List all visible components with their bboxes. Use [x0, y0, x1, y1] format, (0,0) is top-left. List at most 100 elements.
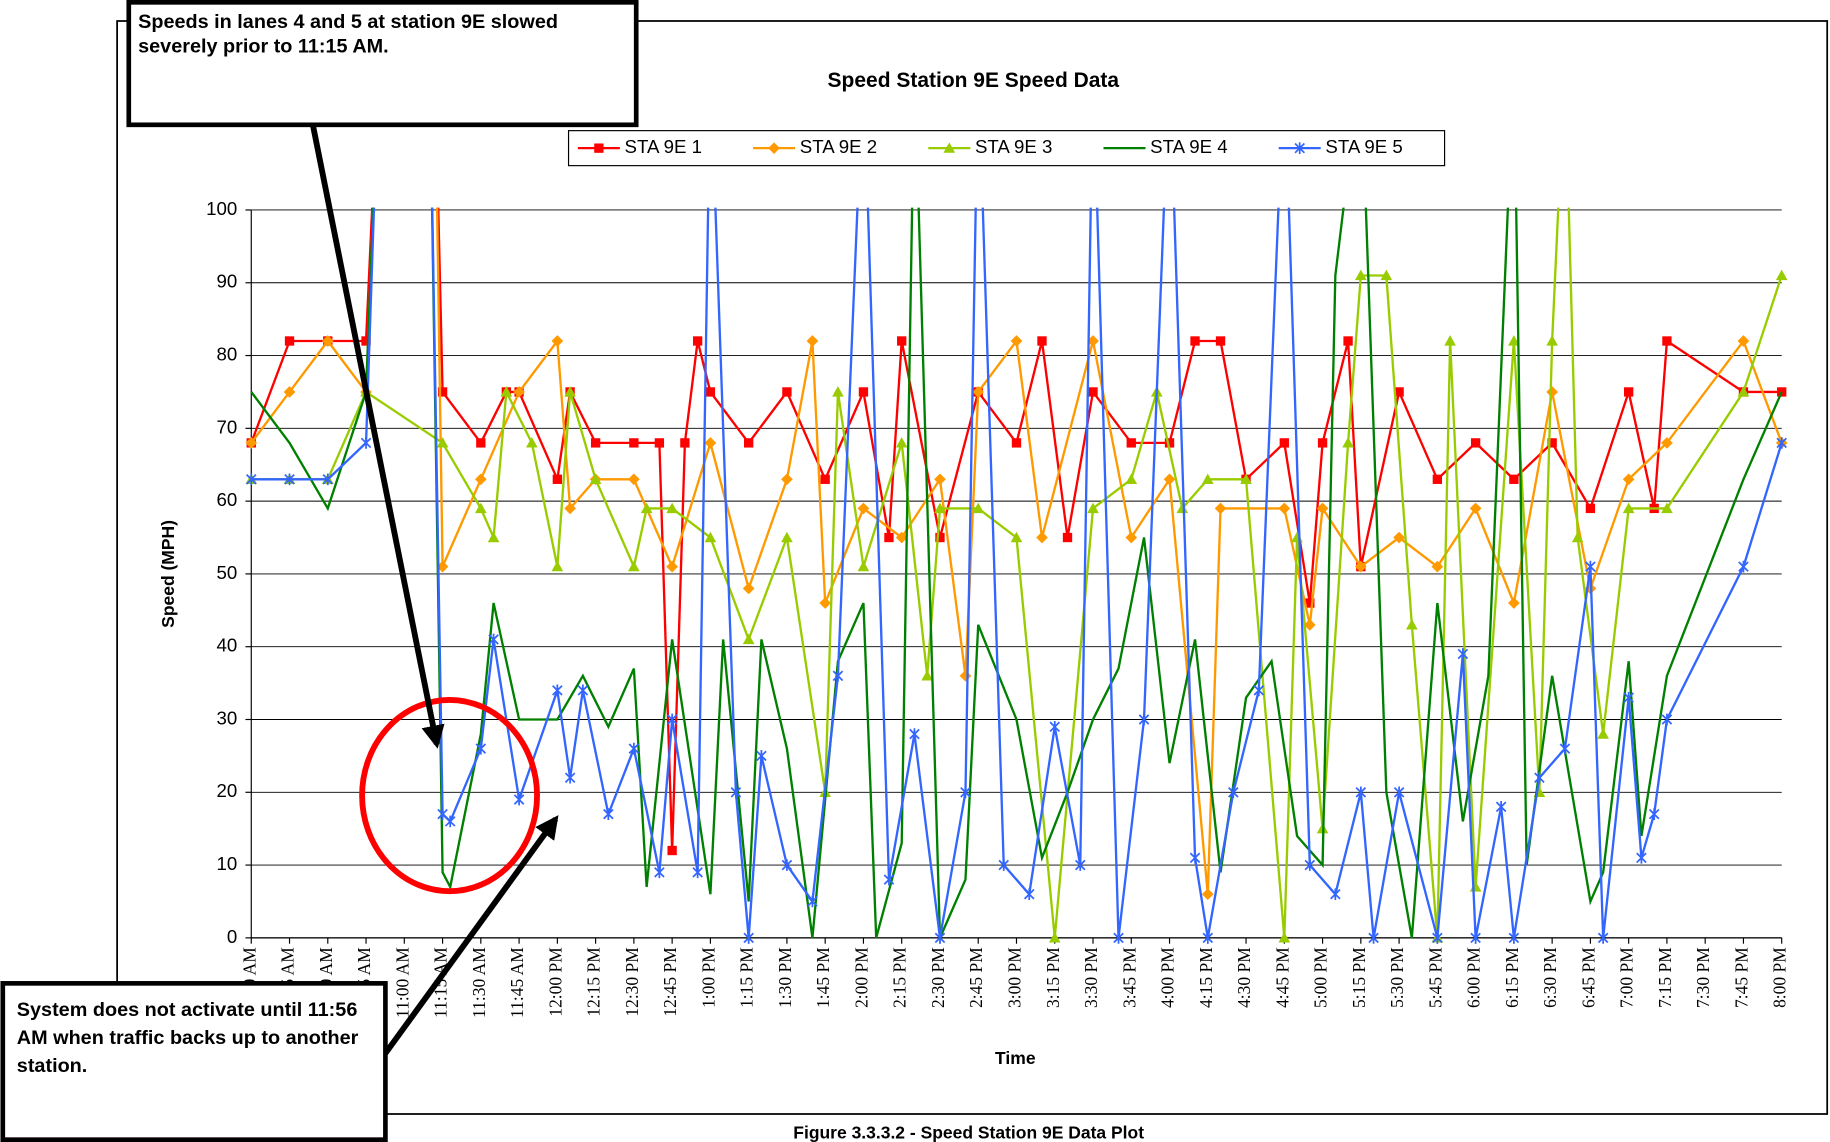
point: [1087, 502, 1099, 514]
x-tick-label: 4:45 PM: [1272, 947, 1292, 1008]
x-tick-label: 1:45 PM: [813, 947, 833, 1008]
point: [1305, 598, 1315, 608]
point: [1470, 932, 1481, 944]
point: [743, 932, 754, 944]
x-tick-label: 8:00 PM: [1770, 947, 1790, 1008]
point: [1176, 502, 1189, 514]
point: [1113, 932, 1124, 944]
x-tick-label: 3:15 PM: [1043, 947, 1063, 1008]
point: [1228, 786, 1239, 799]
point: [1508, 597, 1520, 609]
point: [1661, 713, 1673, 726]
point: [1432, 474, 1443, 484]
point: [629, 438, 639, 448]
point: [552, 474, 563, 484]
point: [361, 336, 371, 346]
x-tick-label: 1:00 PM: [698, 947, 718, 1008]
point: [1010, 335, 1023, 347]
callout: System does not activate until 11:56 AM …: [17, 999, 359, 1077]
point: [1546, 386, 1558, 398]
point: [1036, 531, 1048, 544]
point: [704, 437, 717, 449]
y-tick-label: 70: [216, 416, 237, 437]
plot-area: [245, 207, 1788, 944]
point: [705, 387, 716, 397]
point: [1508, 932, 1520, 944]
point: [895, 531, 908, 544]
point: [1010, 531, 1023, 543]
point: [283, 386, 296, 398]
point: [437, 387, 448, 397]
point: [1164, 438, 1175, 448]
arrow: [383, 815, 559, 1056]
point: [1776, 437, 1787, 449]
point: [1355, 560, 1367, 573]
point: [628, 560, 640, 572]
point: [245, 437, 258, 449]
point: [360, 437, 372, 449]
legend-label: STA 9E 3: [975, 136, 1052, 157]
point: [781, 859, 793, 871]
point: [1037, 336, 1047, 346]
legend-label: STA 9E 4: [1150, 136, 1227, 157]
point: [1597, 932, 1609, 944]
point: [1585, 503, 1596, 514]
legend-label: STA 9E 2: [800, 136, 877, 157]
point: [500, 386, 513, 397]
point: [1163, 473, 1176, 486]
point: [897, 336, 907, 346]
point: [935, 532, 945, 543]
point: [1661, 502, 1673, 514]
x-tick-label: 12:15 PM: [584, 947, 604, 1017]
point: [972, 386, 985, 398]
point: [934, 932, 946, 944]
point: [1394, 387, 1404, 397]
y-axis-label: Speed (MPH): [158, 520, 178, 628]
point: [1622, 502, 1635, 514]
point: [1201, 888, 1214, 901]
point: [1444, 335, 1456, 346]
x-tick-label: 3:00 PM: [1005, 947, 1025, 1008]
point: [1062, 532, 1073, 543]
point: [858, 387, 869, 397]
x-tick-label: 6:00 PM: [1464, 947, 1484, 1008]
point: [756, 750, 767, 762]
point: [552, 684, 563, 697]
x-tick-label: 2:30 PM: [928, 947, 948, 1008]
point: [322, 473, 334, 486]
y-tick-label: 100: [206, 198, 237, 219]
point: [806, 335, 819, 347]
point: [1457, 648, 1469, 660]
callout-box: [126, 0, 639, 128]
y-tick-label: 30: [216, 707, 237, 728]
point: [1011, 438, 1022, 448]
point: [819, 597, 832, 609]
point: [487, 531, 500, 543]
point: [640, 502, 653, 514]
x-tick-label: 7:00 PM: [1617, 947, 1637, 1008]
point: [782, 387, 792, 397]
y-tick-label: 10: [216, 853, 237, 874]
point: [742, 582, 755, 595]
x-tick-label: 4:30 PM: [1234, 947, 1254, 1008]
x-tick-label: 5:30 PM: [1387, 947, 1407, 1008]
point: [1023, 888, 1035, 901]
series-line: [250, 207, 1783, 939]
point: [1661, 437, 1673, 449]
x-tick-label: 6:45 PM: [1578, 947, 1598, 1008]
point: [1253, 684, 1265, 697]
point: [1571, 531, 1584, 543]
x-tick-label: 12:45 PM: [660, 947, 680, 1017]
point: [1343, 336, 1353, 346]
point: [998, 859, 1010, 871]
point: [476, 438, 486, 448]
point: [1215, 336, 1226, 346]
point: [832, 386, 844, 397]
point: [1190, 336, 1200, 346]
x-tick-label: 6:30 PM: [1540, 947, 1560, 1008]
highlight-ellipse: [359, 696, 540, 895]
callout-text: Speeds in lanes 4 and 5 at station 9E sl…: [138, 10, 558, 58]
point: [1775, 269, 1788, 281]
x-tick-label: 5:15 PM: [1349, 947, 1369, 1008]
